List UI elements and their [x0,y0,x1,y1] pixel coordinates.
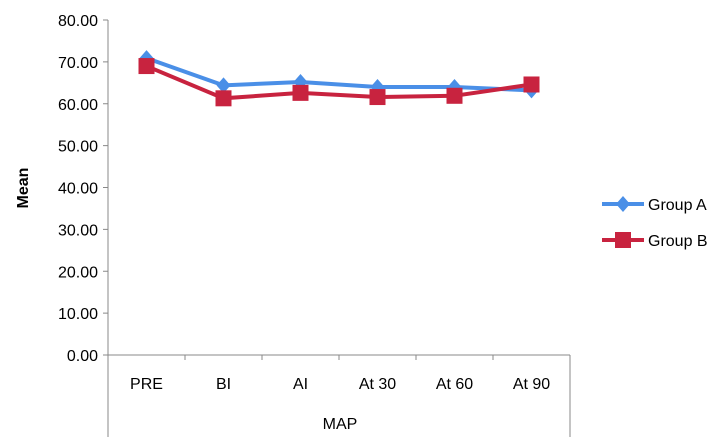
data-point-square [215,90,232,107]
data-point-diamond [216,77,231,94]
y-tick-label: 70.00 [58,55,98,72]
data-point-square [615,232,631,248]
x-tick-label: PRE [130,376,163,393]
data-point-square [369,89,386,106]
y-tick-label: 60.00 [58,97,98,114]
y-axis-label: Mean [15,168,32,209]
data-point-square [138,58,155,75]
x-tick-label: At 60 [436,376,473,393]
x-tick-label: BI [216,376,231,393]
series-line-group-b [145,64,532,101]
y-tick-label: 80.00 [58,13,98,30]
legend-label: Group A [648,197,707,214]
series-line-group-a [145,56,532,93]
x-tick-label: At 90 [513,376,550,393]
y-tick-label: 20.00 [58,264,98,281]
data-point-square [446,87,463,104]
y-tick-label: 30.00 [58,222,98,239]
data-point-square [292,84,309,101]
x-axis-label: MAP [323,416,358,433]
y-tick-label: 0.00 [67,348,98,365]
data-point-diamond [616,196,630,212]
x-tick-label: At 30 [359,376,396,393]
y-tick-label: 10.00 [58,306,98,323]
x-tick-label: AI [293,376,308,393]
y-tick-label: 50.00 [58,139,98,156]
legend-label: Group B [648,233,708,250]
data-point-square [523,76,540,93]
y-tick-label: 40.00 [58,181,98,198]
